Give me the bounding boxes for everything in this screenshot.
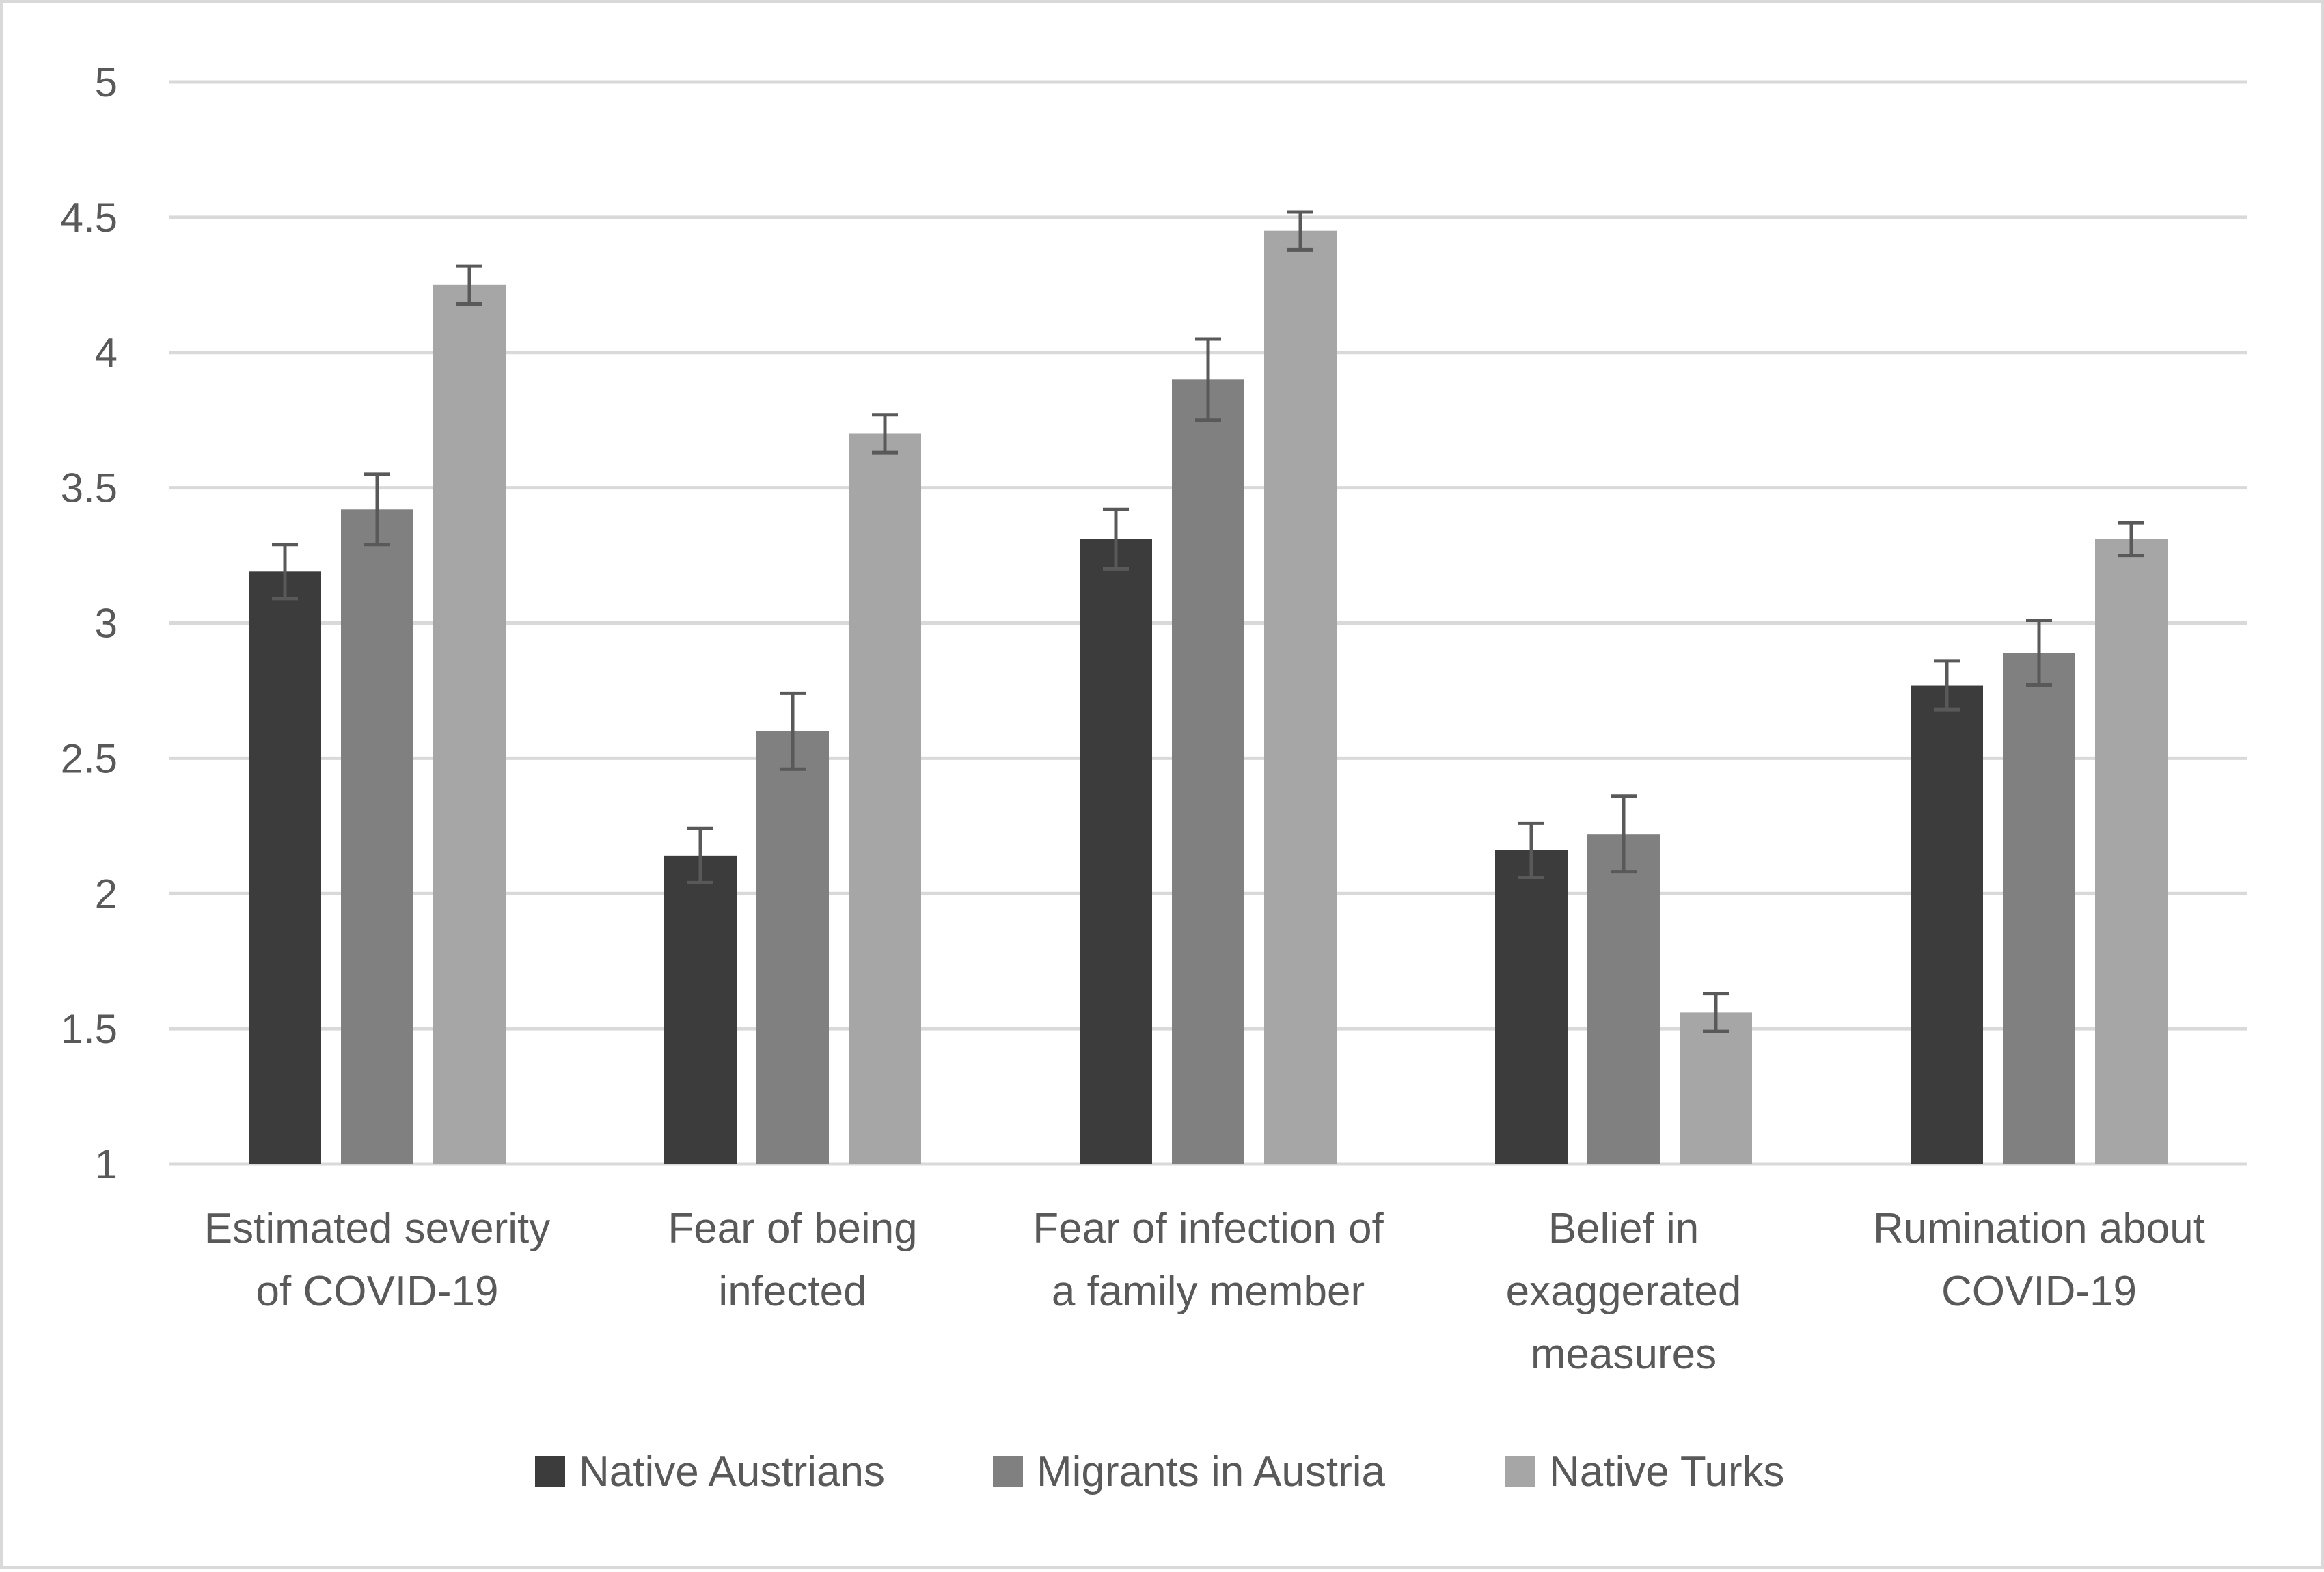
bar xyxy=(756,731,829,1164)
error-bar xyxy=(1518,821,1544,880)
category-label-line: measures xyxy=(1531,1331,1717,1378)
legend-item: Native Turks xyxy=(1505,1448,1785,1495)
legend-label: Native Austrians xyxy=(579,1448,885,1495)
legend-swatch xyxy=(993,1456,1023,1487)
y-tick-label: 2.5 xyxy=(61,735,118,781)
category-label-line: Fear of being xyxy=(668,1205,917,1252)
bar xyxy=(1264,230,1337,1165)
bar xyxy=(249,571,321,1164)
error-bar xyxy=(2026,619,2052,688)
error-bar xyxy=(364,472,390,547)
error-bar xyxy=(272,543,298,601)
bar xyxy=(1680,1012,1752,1164)
bars xyxy=(249,230,2168,1165)
category-label-line: Rumination about xyxy=(1873,1205,2205,1252)
y-tick-label: 1 xyxy=(95,1141,118,1187)
y-tick-label: 5 xyxy=(95,59,118,105)
category-label-line: COVID-19 xyxy=(1941,1268,2137,1315)
bar xyxy=(1172,379,1244,1165)
bar xyxy=(1587,834,1660,1164)
category-label-line: Belief in xyxy=(1548,1205,1699,1252)
legend-swatch xyxy=(1505,1456,1535,1487)
bar xyxy=(1911,685,1983,1164)
bar xyxy=(2003,653,2075,1164)
error-bar xyxy=(456,264,482,306)
category-label: Fear of being infected xyxy=(668,1205,917,1315)
error-bar xyxy=(1103,507,1129,571)
category-label: Fear of infection of a family member xyxy=(1033,1205,1384,1315)
bar xyxy=(341,509,413,1164)
error-bar xyxy=(687,826,713,884)
y-tick-label: 4 xyxy=(95,330,118,376)
category-label-line: a family member xyxy=(1052,1268,1365,1315)
category-label-line: exaggerated xyxy=(1506,1268,1742,1315)
legend-item: Migrants in Austria xyxy=(993,1448,1386,1495)
legend-swatch xyxy=(535,1456,565,1487)
category-label: Rumination about COVID-19 xyxy=(1873,1205,2205,1315)
bar xyxy=(1495,850,1568,1164)
bar xyxy=(1080,539,1152,1164)
legend-label: Migrants in Austria xyxy=(1037,1448,1386,1495)
y-tick-label: 3 xyxy=(95,601,118,647)
legend-label: Native Turks xyxy=(1549,1448,1785,1495)
y-tick-label: 4.5 xyxy=(61,195,118,241)
bar xyxy=(2095,539,2168,1164)
bar xyxy=(849,433,921,1164)
error-bar xyxy=(1703,992,1729,1033)
x-axis-category-labels: Estimated severity of COVID-19 Fear of bei… xyxy=(204,1205,2205,1378)
category-label: Estimated severity of COVID-19 xyxy=(204,1205,551,1315)
error-bar xyxy=(872,413,898,455)
error-bar xyxy=(1934,659,1960,712)
category-label-line: Estimated severity xyxy=(204,1205,551,1252)
error-bar xyxy=(1195,337,1221,422)
category-label-line: infected xyxy=(718,1268,866,1315)
error-bar xyxy=(780,691,806,771)
legend-item: Native Austrians xyxy=(535,1448,885,1495)
y-tick-label: 2 xyxy=(95,871,118,917)
bar xyxy=(664,855,737,1164)
category-label-line: of COVID-19 xyxy=(256,1268,499,1315)
bar xyxy=(433,284,506,1164)
legend: Native Austrians Migrants in Austria Nativ… xyxy=(535,1448,1785,1495)
error-bar xyxy=(1611,794,1637,874)
y-axis-tick-labels: 1 1.5 2 2.5 3 3.5 4 4.5 5 xyxy=(61,59,118,1187)
category-label-line: Fear of infection of xyxy=(1033,1205,1384,1252)
error-bar xyxy=(1287,210,1313,252)
y-tick-label: 3.5 xyxy=(61,465,118,511)
category-label: Belief in exaggerated measures xyxy=(1506,1205,1742,1378)
error-bars xyxy=(272,210,2144,1033)
y-tick-label: 1.5 xyxy=(61,1006,118,1052)
error-bar xyxy=(2118,521,2144,558)
